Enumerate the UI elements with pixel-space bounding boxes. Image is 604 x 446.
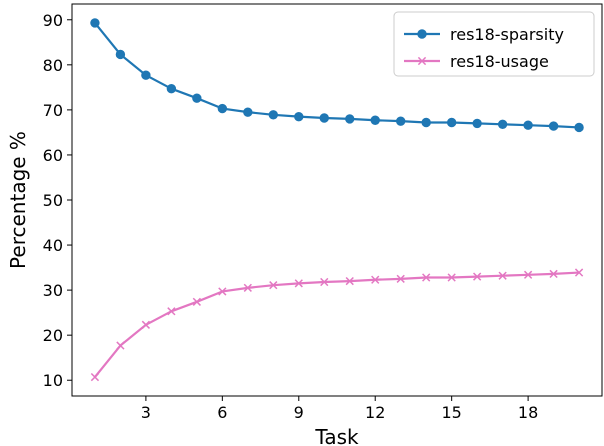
data-point [396,116,406,126]
y-axis-label: Percentage % [6,131,30,269]
data-point [422,273,431,282]
marker-stroke [218,287,227,296]
y-tick-label: 30 [43,281,63,300]
chart-marks [90,18,584,382]
marker-stroke [447,273,456,282]
data-point [421,117,431,128]
x-tick-label: 18 [518,403,538,422]
x-tick-label: 9 [294,403,304,422]
legend: res18-sparsity res18-usage [393,11,595,77]
x-axis-label: Task [314,425,359,446]
y-tick-label: 60 [43,146,63,165]
data-point [269,281,278,290]
data-point [371,275,380,284]
data-point [472,118,482,129]
data-point [167,307,176,316]
marker-stroke [90,372,100,382]
marker-stroke [417,56,427,66]
legend-item: res18-usage [404,52,549,71]
data-point [268,110,278,120]
marker-stroke [269,281,278,290]
marker-stroke [116,341,125,350]
series-line [94,271,580,378]
data-point [115,49,126,60]
x-tick-label: 15 [441,403,461,422]
marker-stroke [422,273,431,282]
marker-stroke [473,272,482,281]
data-point [294,111,304,122]
data-point [166,84,177,94]
y-tick-label: 50 [43,191,63,210]
data-point [320,277,329,287]
x-tick-label: 6 [217,403,227,422]
data-point [90,372,100,382]
data-point [345,114,355,124]
marker-stroke [167,307,176,316]
data-point [294,279,303,288]
y-tick-label: 20 [43,326,63,345]
data-point [192,93,202,103]
marker-stroke [396,274,405,283]
data-point [523,120,533,130]
legend-item: res18-sparsity [404,25,564,44]
data-point [549,269,558,279]
data-point [192,297,201,306]
data-point [370,115,380,125]
data-point [116,341,125,350]
marker-stroke [371,275,380,284]
data-point [574,122,584,133]
data-point [243,283,252,292]
data-point [574,268,584,277]
data-point [447,273,456,282]
legend-label: res18-sparsity [450,25,564,44]
data-point [319,113,329,123]
chart-axes: 3 6 9 12 15 18 10 20 30 40 50 60 70 80 90 [43,11,539,422]
marker-stroke [320,277,329,287]
marker-stroke [345,276,354,286]
data-point [396,274,405,283]
data-point [217,103,228,114]
data-point [548,121,559,131]
y-tick-label: 90 [43,11,63,30]
data-point [473,272,482,281]
marker-stroke [192,297,201,306]
data-point [218,287,227,296]
marker-stroke [574,268,584,277]
marker-stroke [294,279,303,288]
legend-label: res18-usage [450,52,549,71]
y-tick-label: 40 [43,236,63,255]
data-point [498,271,507,280]
legend-box [393,11,595,77]
data-point [141,320,151,329]
y-tick-label: 80 [43,56,63,75]
marker-stroke [243,283,252,292]
data-point [141,70,151,80]
series-res18-usage [90,268,584,382]
marker-stroke [498,271,507,280]
marker-stroke [549,269,558,279]
y-tick-label: 70 [43,101,63,120]
data-point [523,270,533,279]
data-point [446,117,457,128]
series-res18-sparsity [90,18,584,133]
legend-marker [417,29,427,39]
y-tick-label: 10 [43,371,63,390]
data-point [345,276,354,286]
marker-stroke [523,270,533,279]
legend-marker [417,56,427,66]
marker-stroke [141,320,151,329]
data-point [90,18,100,28]
data-point [497,119,508,130]
x-tick-label: 12 [365,403,385,422]
data-point [243,107,253,117]
x-tick-label: 3 [141,403,151,422]
